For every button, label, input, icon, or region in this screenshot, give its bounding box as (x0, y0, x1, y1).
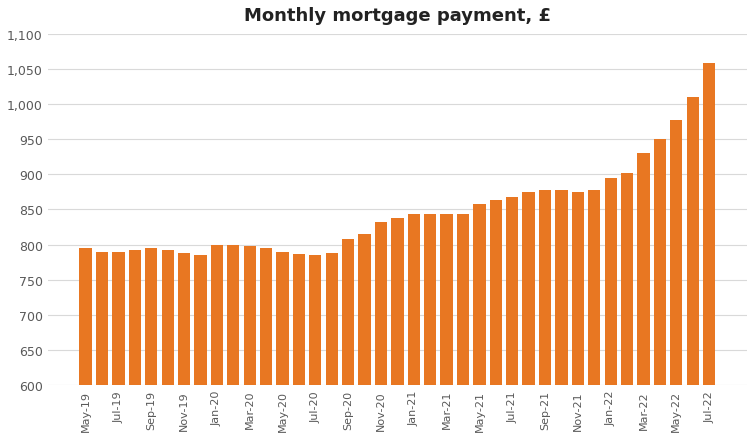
Bar (637, 154, 650, 438)
Bar (555, 191, 568, 438)
Title: Monthly mortgage payment, £: Monthly mortgage payment, £ (244, 7, 551, 25)
Bar (391, 219, 403, 438)
Bar (703, 64, 716, 438)
Bar (227, 245, 240, 438)
Bar (588, 191, 600, 438)
Bar (572, 192, 584, 438)
Bar (687, 98, 699, 438)
Bar (408, 215, 420, 438)
Bar (358, 234, 371, 438)
Bar (277, 252, 289, 438)
Bar (161, 251, 174, 438)
Bar (621, 173, 633, 438)
Bar (474, 205, 486, 438)
Bar (79, 248, 92, 438)
Bar (309, 255, 321, 438)
Bar (375, 223, 387, 438)
Bar (440, 215, 452, 438)
Bar (523, 192, 535, 438)
Bar (96, 252, 108, 438)
Bar (424, 215, 437, 438)
Bar (457, 215, 469, 438)
Bar (506, 198, 518, 438)
Bar (670, 121, 682, 438)
Bar (539, 191, 551, 438)
Bar (342, 240, 354, 438)
Bar (210, 245, 223, 438)
Bar (129, 251, 141, 438)
Bar (326, 254, 338, 438)
Bar (195, 255, 207, 438)
Bar (489, 201, 502, 438)
Bar (293, 254, 305, 438)
Bar (244, 247, 256, 438)
Bar (112, 252, 124, 438)
Bar (654, 140, 666, 438)
Bar (605, 178, 617, 438)
Bar (260, 248, 272, 438)
Bar (178, 254, 190, 438)
Bar (145, 248, 158, 438)
